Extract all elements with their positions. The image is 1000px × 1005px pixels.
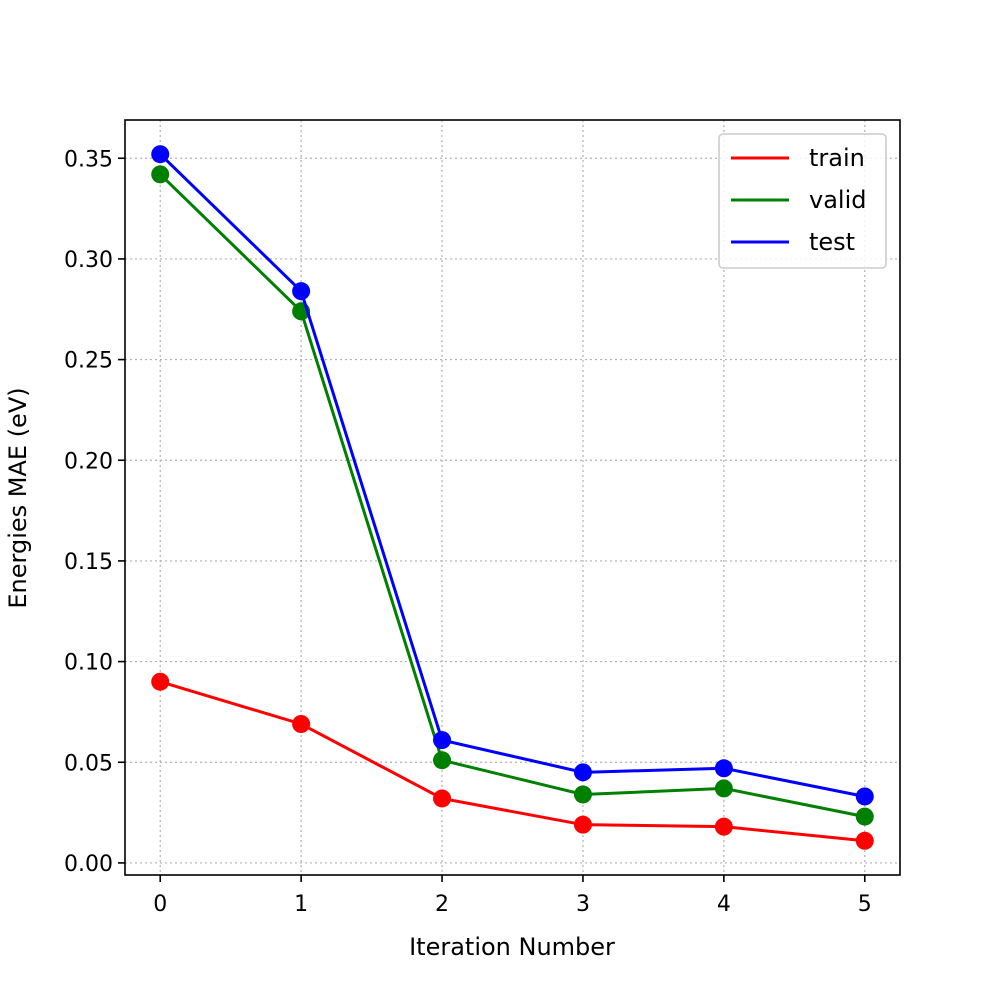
y-tick-label: 0.30 [64, 248, 113, 273]
data-point-train [573, 815, 592, 834]
data-point-valid [714, 779, 733, 798]
x-tick-label: 4 [717, 892, 731, 917]
x-tick-label: 2 [435, 892, 449, 917]
y-tick-label: 0.15 [64, 550, 113, 575]
series-line-train [159, 680, 865, 843]
legend-box [718, 133, 887, 269]
data-point-test [855, 787, 874, 806]
data-point-valid [151, 165, 170, 184]
data-point-train [714, 817, 733, 836]
y-tick-label: 0.25 [64, 349, 113, 374]
series-line-valid [159, 173, 866, 819]
x-axis-label: Iteration Number [409, 933, 615, 961]
data-point-test [292, 282, 311, 301]
data-point-test [433, 731, 452, 750]
data-point-valid [573, 785, 592, 804]
x-tick-label: 3 [576, 892, 590, 917]
plot-frame [124, 119, 901, 876]
data-point-valid [855, 807, 874, 826]
legend: train valid test [718, 133, 887, 269]
data-point-train [433, 789, 452, 808]
y-tick-label: 0.05 [64, 751, 113, 776]
legend-label-test: test [809, 228, 855, 256]
y-axis-label: Energies MAE (eV) [4, 387, 32, 608]
y-tick-label: 0.10 [64, 651, 113, 676]
data-point-train [855, 831, 874, 850]
data-point-valid [433, 751, 452, 770]
legend-label-train: train [809, 144, 865, 172]
data-point-test [151, 145, 170, 164]
data-point-test [714, 759, 733, 778]
series-line-test [159, 153, 866, 798]
axis-ticks: 0 1 2 3 4 5 0.00 0.05 0.10 0.15 0.20 0.25 0.30 0.35 [64, 147, 872, 917]
y-tick-label: 0.20 [64, 449, 113, 474]
data-point-train [292, 715, 311, 733]
x-tick-label: 5 [858, 892, 872, 917]
legend-label-valid: valid [809, 186, 866, 214]
data-point-train [151, 672, 170, 691]
series-lines [151, 145, 874, 850]
x-tick-label: 1 [294, 892, 308, 917]
x-tick-label: 0 [153, 892, 167, 917]
data-point-test [573, 763, 592, 782]
y-tick-label: 0.35 [64, 147, 113, 172]
y-tick-label: 0.00 [64, 852, 113, 877]
